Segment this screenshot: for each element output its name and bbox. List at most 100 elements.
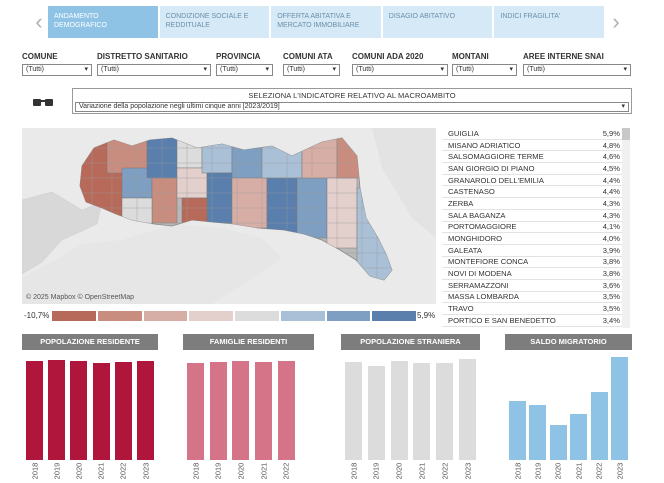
municipality-name: SALSOMAGGIORE TERME [448,152,544,162]
tab-4[interactable]: INDICI FRAGILITA' [494,6,604,38]
bar[interactable] [413,363,431,460]
x-tick-label: 2018 [345,462,362,480]
ranking-row[interactable]: GUIGLIA 5,9% [442,128,630,140]
municipality-value: 4,5% [602,163,620,173]
x-tick-text: 2023 [141,462,150,480]
filter-label: COMUNI ATA [283,52,333,61]
x-tick-label: 2019 [529,462,546,480]
municipality-name: SALA BAGANZA [448,210,506,220]
bar[interactable] [26,361,43,460]
filter-dropdown[interactable]: (Tutti) ▾ [523,64,631,76]
municipality-name: SERRAMAZZONI [448,280,509,290]
ranking-row[interactable]: CASTENASO 4,4% [442,186,630,199]
bar[interactable] [509,401,526,460]
filter-value: (Tutti) [220,66,239,73]
ranking-row[interactable]: SAN GIORGIO DI PIANO 4,5% [442,163,630,175]
ranking-row[interactable]: SERRAMAZZONI 3,6% [442,280,630,292]
legend-swatch [189,311,233,321]
bar-chart: 2018 2019 2020 2021 2022 2023 [22,350,158,483]
bar[interactable] [436,363,454,460]
filter-dropdown[interactable]: (Tutti) ▾ [452,64,517,76]
bar[interactable] [255,362,273,460]
ranking-row[interactable]: MASSA LOMBARDA 3,5% [442,292,630,304]
bar[interactable] [114,362,132,460]
municipality-value: 4,4% [602,175,620,185]
prev-tab-arrow-icon[interactable]: ‹ [35,9,43,34]
bar[interactable] [570,413,588,460]
ranking-row[interactable]: TRAVO 3,5% [442,303,630,315]
bar[interactable] [187,363,204,460]
filter-value: (Tutti) [287,66,306,73]
filter-value: (Tutti) [101,66,120,73]
filter-dropdown[interactable]: (Tutti) ▾ [216,64,273,76]
filter-dropdown[interactable]: (Tutti) ▾ [352,64,448,76]
ranking-row[interactable]: MONTEFIORE CONCA 3,8% [442,257,630,269]
bar[interactable] [92,363,110,460]
bar[interactable] [232,361,250,460]
panel-header: POPOLAZIONE RESIDENTE [22,334,158,350]
bar[interactable] [277,361,295,460]
bar[interactable] [390,361,408,460]
indicator-selector-panel: SELEZIONA L'INDICATORE RELATIVO AL MACRO… [72,88,632,114]
tab-3[interactable]: DISAGIO ABITATIVO [382,6,493,38]
x-tick-text: 2019 [213,462,223,480]
tab-1[interactable]: CONDIZIONE SOCIALE E REDDITUALE [159,6,270,38]
ranking-row[interactable]: MONGHIDORO 4,0% [442,233,630,245]
ranking-row[interactable]: NOVI DI MODENA 3,8% [442,268,630,280]
municipality-name: MONGHIDORO [448,234,502,244]
tab-0[interactable]: ANDAMENTO DEMOGRAFICO [48,6,158,38]
x-tick-text: 2020 [74,462,84,480]
ranking-row[interactable]: SALSOMAGGIORE TERME 4,6% [442,151,630,164]
bar[interactable] [48,360,66,460]
bar[interactable] [209,362,227,460]
x-tick-text: 2018 [30,462,39,480]
x-tick-label: 2022 [591,462,608,480]
scrollbar-thumb[interactable] [622,128,630,140]
bar[interactable] [549,424,567,460]
ranking-row[interactable]: PORTOMAGGIORE 4,1% [442,222,630,234]
dropdown-arrow-icon: ▾ [621,103,625,110]
bar[interactable] [529,405,547,460]
municipality-value: 4,4% [602,187,620,197]
choropleth-map[interactable] [22,128,436,304]
tab-2[interactable]: OFFERTA ABITATIVA E MERCATO IMMOBILIARE [271,6,381,38]
x-tick-text: 2020 [236,462,246,480]
legend-min-label: -10,7% [24,311,50,320]
ranking-scrollbar[interactable] [622,128,630,328]
municipality-value: 4,8% [602,140,620,150]
dropdown-arrow-icon: ▾ [203,66,207,73]
municipality-name: PORTICO E SAN BENEDETTO [448,315,556,325]
ranking-row[interactable]: ZERBA 4,3% [442,198,630,210]
filter-dropdown[interactable]: (Tutti) ▾ [283,64,340,76]
ranking-row[interactable]: GALEATA 3,9% [442,245,630,257]
legend-swatch [97,311,142,321]
filter-dropdown[interactable]: (Tutti) ▾ [97,64,211,76]
bar[interactable] [367,366,385,460]
ranking-row[interactable]: MISANO ADRIATICO 4,8% [442,140,630,152]
filter-dropdown[interactable]: (Tutti) ▾ [22,64,92,76]
ranking-row[interactable]: GRANAROLO DELL'EMILIA 4,4% [442,175,630,187]
indicator-value: Variazione della popolazione negli ultim… [79,103,280,110]
ranking-list[interactable]: GUIGLIA 5,9% MISANO ADRIATICO 4,8% SALSOMAGG… [442,128,630,328]
bar[interactable] [459,359,476,460]
ranking-row[interactable]: SALA BAGANZA 4,3% [442,210,630,222]
bar[interactable] [590,392,608,460]
municipality-name: TRAVO [448,304,474,314]
x-tick-label: 2021 [570,462,587,480]
municipality-value: 4,6% [602,152,620,162]
bar-chart: 2018 2019 2020 2021 2022 [183,350,314,483]
dropdown-arrow-icon: ▾ [265,66,269,73]
indicator-dropdown[interactable]: Variazione della popolazione negli ultim… [75,102,629,112]
municipality-value: 4,3% [602,198,620,208]
bar[interactable] [70,361,88,460]
next-tab-arrow-icon[interactable]: › [612,9,620,34]
bar[interactable] [611,357,628,460]
x-tick-label: 2023 [611,462,628,480]
bar[interactable] [345,362,362,460]
bar[interactable] [137,361,154,460]
municipality-value: 4,1% [602,222,620,232]
legend-swatch [52,311,96,321]
indicator-title: SELEZIONA L'INDICATORE RELATIVO AL MACRO… [248,91,456,100]
glasses-icon [33,99,53,106]
ranking-row[interactable]: PORTICO E SAN BENEDETTO 3,4% [442,315,630,327]
